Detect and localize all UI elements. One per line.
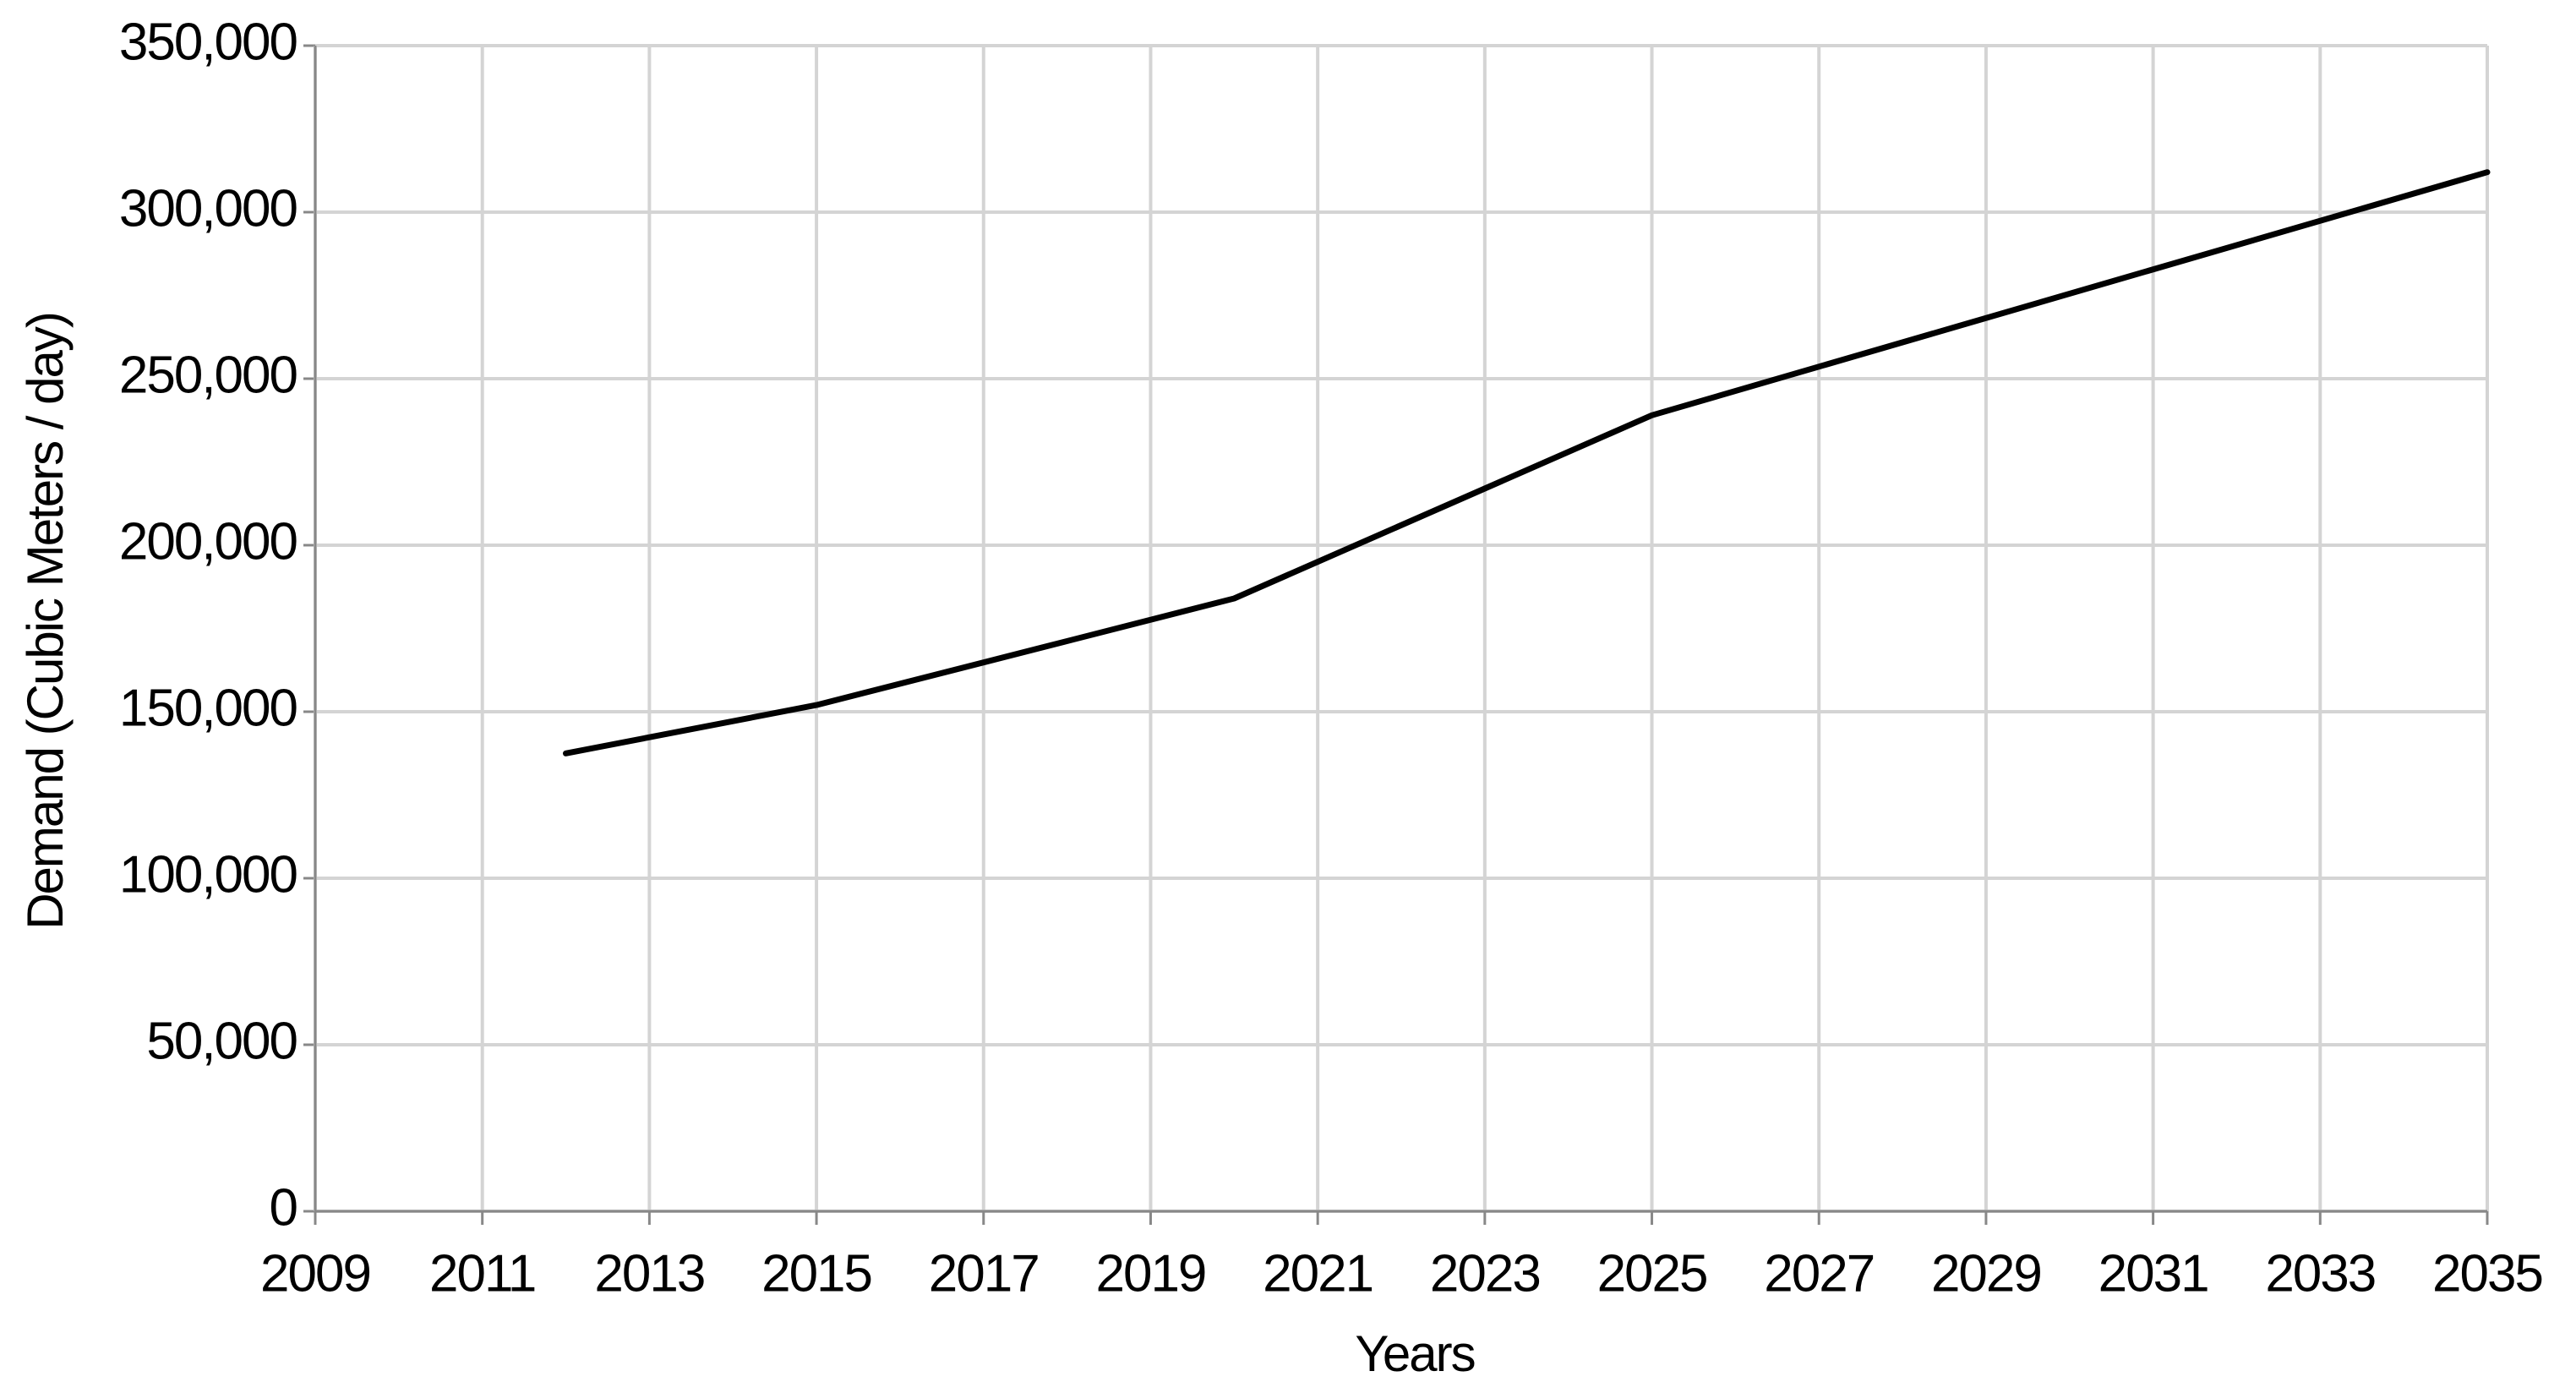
x-tick-label: 2009 [260,1244,370,1303]
x-tick-label: 2033 [2265,1244,2375,1303]
y-tick-label: 250,000 [119,346,297,404]
x-tick-label: 2023 [1430,1244,1540,1303]
y-axis-title: Demand (Cubic Meters / day) [17,313,74,930]
data-line [563,169,2491,757]
x-tick-label: 2017 [929,1244,1039,1303]
y-tick-label: 200,000 [119,512,297,571]
x-axis-title: Years [1355,1325,1474,1382]
x-tick-label: 2013 [594,1244,704,1303]
x-tick-label: 2015 [761,1244,871,1303]
x-tick-label: 2035 [2432,1244,2542,1303]
y-tick-label: 100,000 [119,845,297,904]
x-tick-label: 2025 [1597,1244,1707,1303]
x-tick-label: 2011 [429,1244,535,1303]
x-tick-label: 2021 [1263,1244,1373,1303]
x-tick-label: 2019 [1095,1244,1205,1303]
x-tick-label: 2029 [1931,1244,2041,1303]
x-tick-label: 2027 [1764,1244,1874,1303]
y-tick-label: 350,000 [119,13,297,71]
y-tick-label: 150,000 [119,679,297,737]
y-tick-label: 50,000 [146,1012,297,1070]
y-tick-label: 0 [270,1178,297,1237]
x-tick-label: 2031 [2098,1244,2208,1303]
y-tick-label: 300,000 [119,179,297,238]
